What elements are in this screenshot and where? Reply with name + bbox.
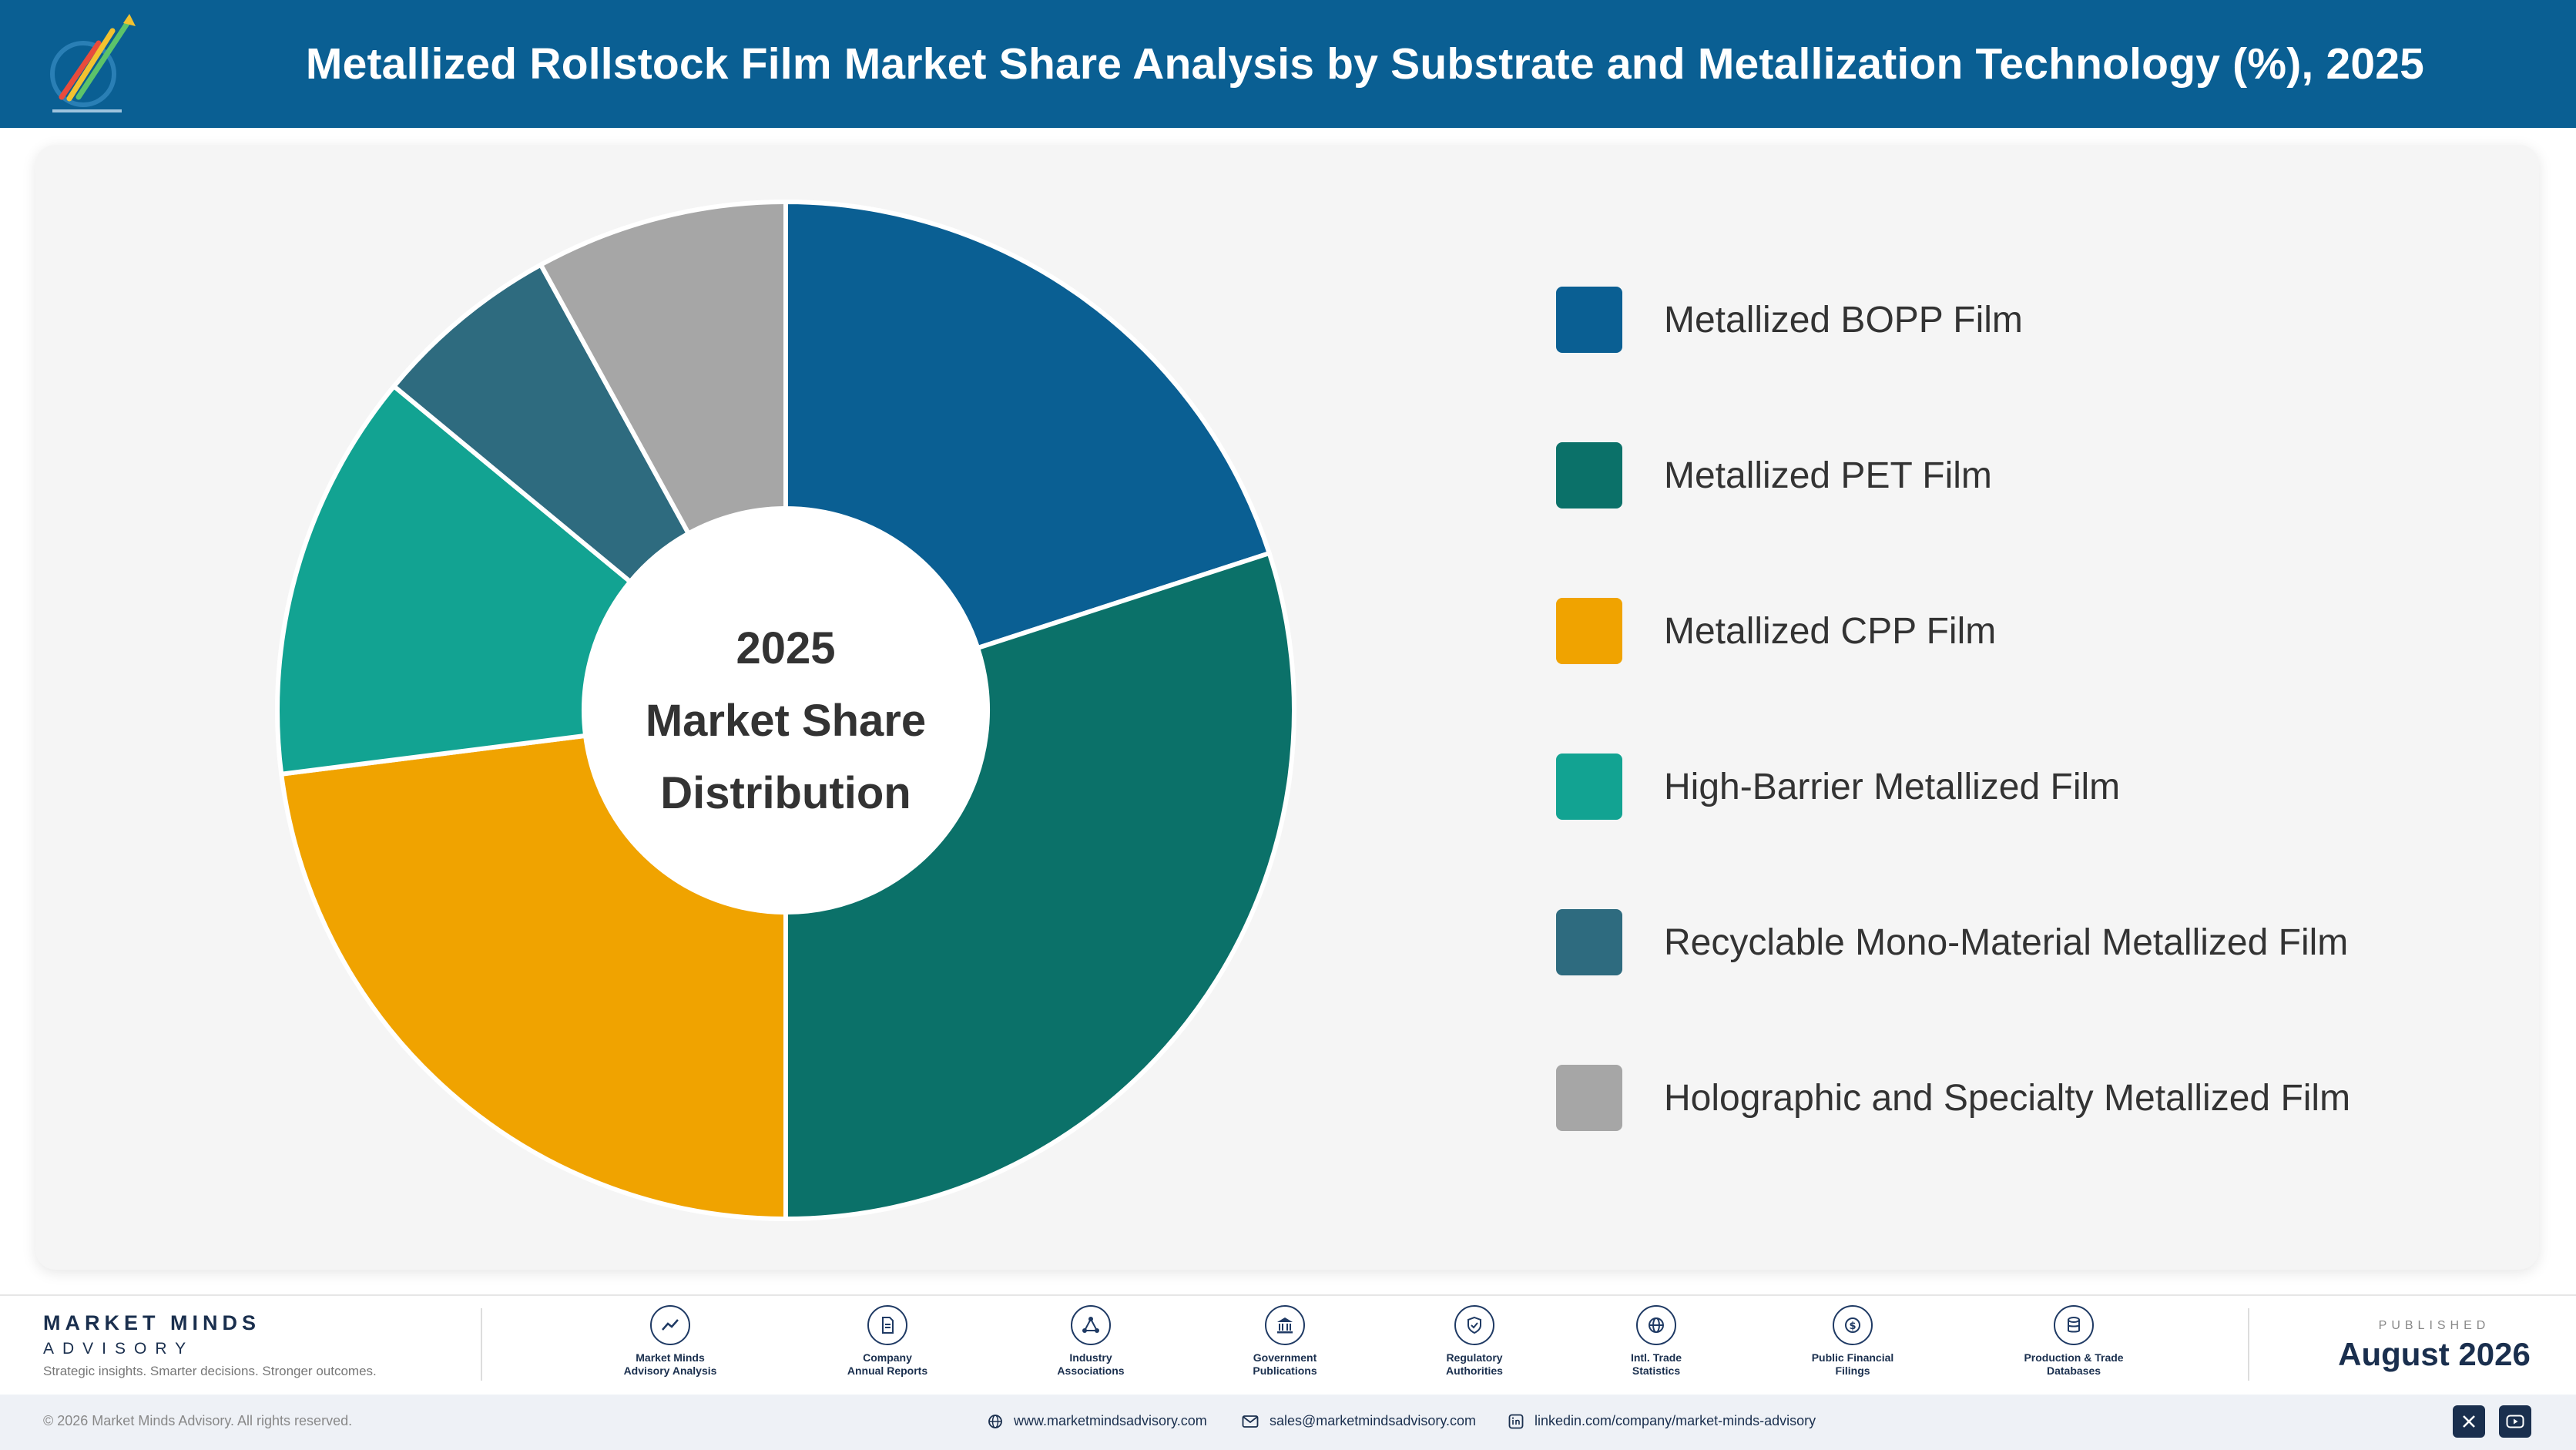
source-government-publications: Government Publications [1208, 1305, 1362, 1378]
legend-item: Metallized PET Film [1556, 442, 2350, 509]
footer-contact-bar: © 2026 Market Minds Advisory. All rights… [0, 1395, 2576, 1450]
government-building-icon [1265, 1305, 1305, 1345]
globe-icon [1636, 1305, 1676, 1345]
footer-divider [481, 1308, 482, 1381]
footer-divider [2248, 1308, 2249, 1381]
legend-swatch [1556, 442, 1622, 509]
source-label-line2: Authorities [1446, 1364, 1503, 1377]
legend-label: Metallized BOPP Film [1664, 299, 2023, 341]
legend-swatch [1556, 287, 1622, 353]
source-label-line2: Statistics [1632, 1364, 1681, 1377]
currency-icon: $ [1833, 1305, 1873, 1345]
legend-item: High-Barrier Metallized Film [1556, 754, 2350, 820]
legend-item: Metallized CPP Film [1556, 598, 2350, 664]
brand-name: MARKET MINDS [43, 1311, 260, 1334]
source-market-minds-analysis: Market Minds Advisory Analysis [593, 1305, 747, 1378]
legend-label: Metallized PET Film [1664, 455, 1992, 496]
linkedin-link[interactable]: linkedin.com/company/market-minds-adviso… [1508, 1413, 1816, 1429]
source-label-line2: Annual Reports [847, 1364, 928, 1377]
brand-tagline: Strategic insights. Smarter decisions. S… [43, 1364, 377, 1378]
linkedin-icon [1508, 1414, 1524, 1428]
donut-hole [584, 509, 988, 912]
brand-subtitle: ADVISORY [43, 1340, 195, 1358]
legend-swatch [1556, 598, 1622, 664]
source-label-line1: Company [863, 1351, 912, 1364]
source-label-line2: Publications [1253, 1364, 1317, 1377]
page-title: Metallized Rollstock Film Market Share A… [305, 39, 2425, 89]
published-date: August 2026 [2338, 1336, 2531, 1372]
website-link[interactable]: www.marketmindsadvisory.com [988, 1413, 1207, 1429]
chart-center-label: 2025 Market Share Distribution [555, 613, 1017, 830]
shield-check-icon [1454, 1305, 1494, 1345]
document-icon [867, 1305, 907, 1345]
source-company-annual-reports: Company Annual Reports [810, 1305, 964, 1378]
legend-swatch [1556, 754, 1622, 820]
linkedin-text[interactable]: linkedin.com/company/market-minds-adviso… [1535, 1413, 1816, 1428]
header-bar: Metallized Rollstock Film Market Share A… [0, 0, 2576, 128]
source-label-line2: Databases [2046, 1364, 2101, 1377]
source-label-line2: Filings [1835, 1364, 1870, 1377]
youtube-icon[interactable] [2499, 1405, 2531, 1438]
source-production-trade-databases: Production & Trade Databases [1997, 1305, 2151, 1378]
chart-legend: Metallized BOPP Film Metallized PET Film M… [1556, 287, 2350, 1220]
center-label-year: 2025 [736, 623, 836, 673]
email-text[interactable]: sales@marketmindsadvisory.com [1270, 1413, 1477, 1428]
source-public-financial-filings: $ Public Financial Filings [1776, 1305, 1930, 1378]
legend-item: Recyclable Mono-Material Metallized Film [1556, 909, 2350, 975]
mail-icon [1242, 1415, 1259, 1428]
source-label-line1: Industry [1069, 1351, 1112, 1364]
legend-swatch [1556, 1065, 1622, 1131]
source-label-line1: Intl. Trade [1630, 1351, 1682, 1364]
legend-item: Holographic and Specialty Metallized Fil… [1556, 1065, 2350, 1131]
source-label-line1: Market Minds [636, 1351, 705, 1364]
legend-item: Metallized BOPP Film [1556, 287, 2350, 353]
x-icon[interactable] [2453, 1405, 2485, 1438]
trend-chart-icon [650, 1305, 690, 1345]
database-icon [2054, 1305, 2094, 1345]
legend-label: High-Barrier Metallized Film [1664, 766, 2121, 807]
source-label-line1: Production & Trade [2024, 1351, 2124, 1364]
source-label-line1: Public Financial [1811, 1351, 1894, 1364]
legend-swatch [1556, 909, 1622, 975]
source-intl-trade-statistics: Intl. Trade Statistics [1579, 1305, 1733, 1378]
legend-label: Recyclable Mono-Material Metallized Film [1664, 921, 2349, 963]
copyright-text: © 2026 Market Minds Advisory. All rights… [43, 1413, 353, 1428]
center-label-line3: Distribution [660, 768, 911, 818]
source-label-line1: Regulatory [1446, 1351, 1503, 1364]
source-industry-associations: Industry Associations [1014, 1305, 1168, 1378]
legend-label: Metallized CPP Film [1664, 610, 1997, 652]
source-label-line2: Associations [1057, 1364, 1125, 1377]
footer-sources-bar: MARKET MINDS ADVISORY Strategic insights… [0, 1294, 2576, 1395]
center-label-line2: Market Share [645, 696, 927, 746]
email-link[interactable]: sales@marketmindsadvisory.com [1242, 1413, 1476, 1429]
globe-icon [988, 1414, 1002, 1428]
market-minds-logo-icon [50, 14, 136, 112]
donut-slice-metallized-pet-film [783, 551, 1296, 1221]
svg-text:$: $ [1849, 1321, 1856, 1332]
source-label-line1: Government [1253, 1351, 1317, 1364]
network-icon [1071, 1305, 1111, 1345]
website-text[interactable]: www.marketmindsadvisory.com [1014, 1413, 1207, 1428]
source-label-line2: Advisory Analysis [623, 1364, 717, 1377]
legend-label: Holographic and Specialty Metallized Fil… [1664, 1077, 2351, 1119]
source-regulatory-authorities: Regulatory Authorities [1397, 1305, 1551, 1378]
published-label: PUBLISHED [2378, 1319, 2490, 1332]
